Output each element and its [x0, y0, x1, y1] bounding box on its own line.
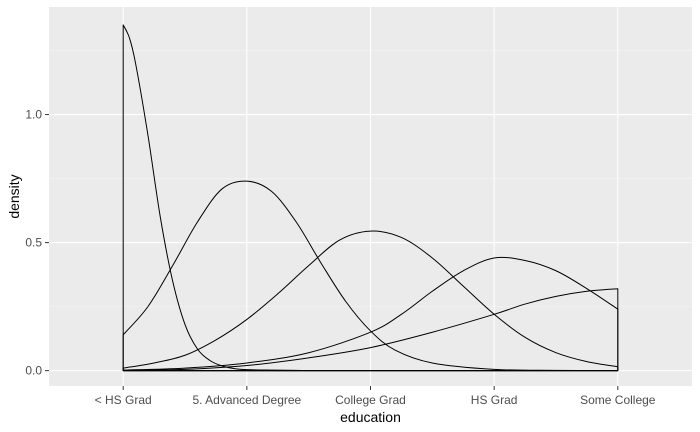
density-curve-5	[122, 288, 619, 372]
x-axis-title: education	[340, 409, 401, 425]
x-tick-label: < HS Grad	[95, 393, 152, 407]
x-tick-label: 5. Advanced Degree	[192, 393, 301, 407]
y-tick-label: 1.0	[25, 108, 42, 122]
y-axis: 0.0 0.5 1.0	[25, 108, 49, 378]
x-tick-label: College Grad	[335, 393, 406, 407]
density-curves	[122, 24, 619, 372]
density-curve-4	[122, 256, 619, 372]
density-curve-3	[122, 230, 619, 372]
y-tick-label: 0.5	[25, 236, 42, 250]
density-curve-2	[122, 180, 619, 372]
x-tick-label: Some College	[580, 393, 656, 407]
y-tick-label: 0.0	[25, 364, 42, 378]
y-axis-title: density	[6, 174, 22, 218]
x-axis: < HS Grad 5. Advanced Degree College Grad H…	[95, 386, 656, 407]
x-tick-label: HS Grad	[471, 393, 518, 407]
